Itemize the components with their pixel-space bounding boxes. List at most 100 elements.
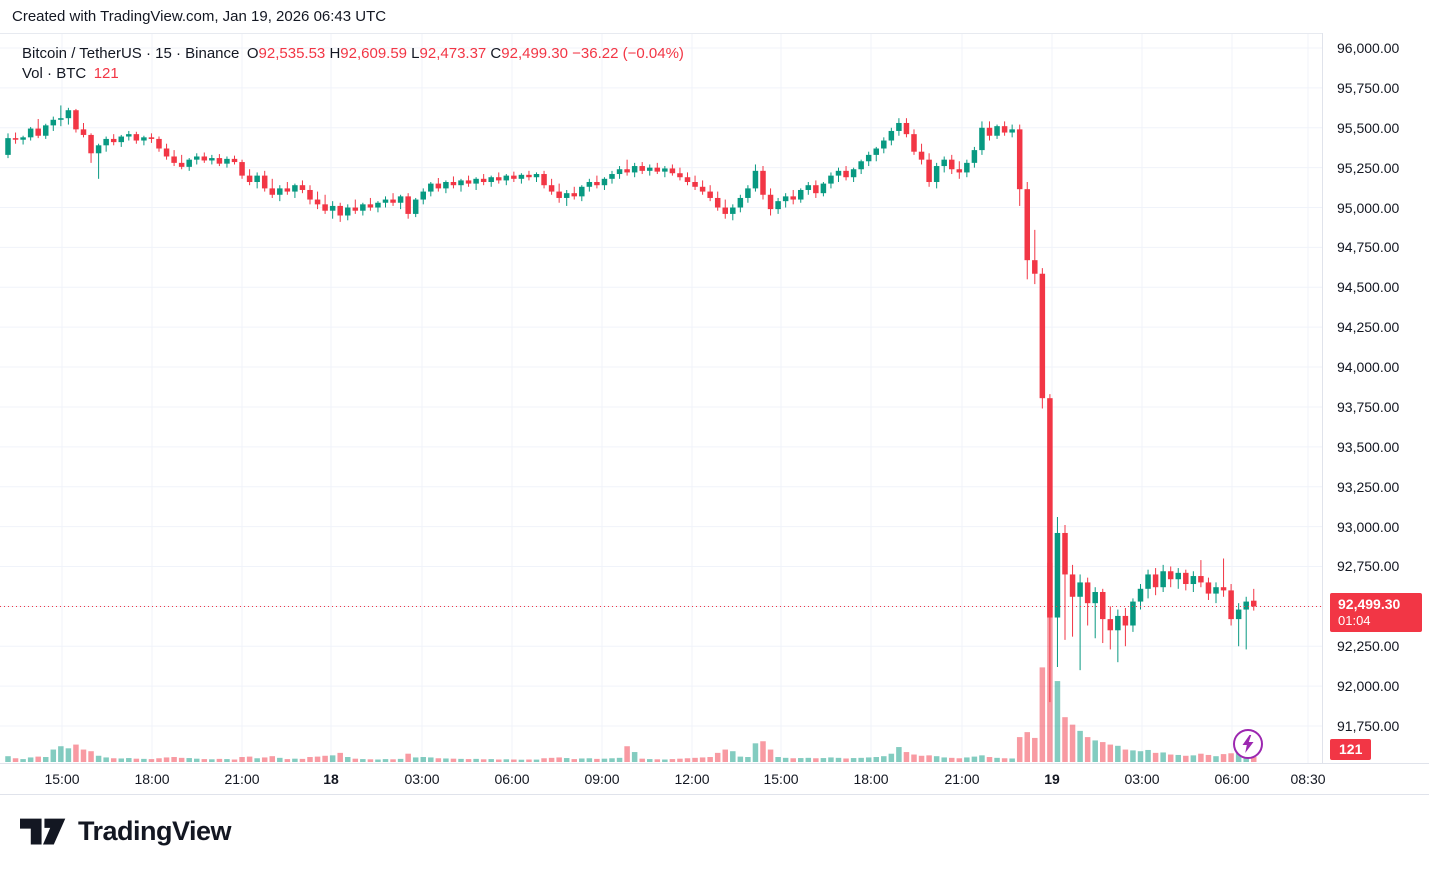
volume-bar <box>420 757 426 762</box>
volume-bar <box>858 757 864 762</box>
volume-bar <box>631 752 638 762</box>
volume-bar <box>579 758 585 762</box>
candle-body <box>624 169 630 173</box>
candle-body <box>292 185 298 192</box>
volume-bar <box>760 741 766 762</box>
volume-bar <box>926 755 932 762</box>
candle-body <box>488 177 494 183</box>
volume-bar <box>458 758 464 762</box>
candle-body <box>141 137 147 141</box>
price-axis-label: 94,250.00 <box>1337 319 1400 336</box>
legend-volume-line[interactable]: Vol · BTC 121 <box>22 64 684 84</box>
candle-body <box>775 201 781 210</box>
candle-body <box>95 145 102 154</box>
price-axis-label: 92,750.00 <box>1337 558 1400 575</box>
price-axis-label: 93,000.00 <box>1337 518 1400 535</box>
volume-tag: 121 <box>1330 739 1372 760</box>
candle-body <box>752 170 759 189</box>
candle-body <box>669 168 676 174</box>
time-axis-label: 15:00 <box>763 771 799 787</box>
volume-bar <box>110 758 117 762</box>
candle-body <box>647 167 653 171</box>
candle-body <box>420 191 426 200</box>
candle-body <box>956 169 963 173</box>
volume-bar <box>1137 751 1144 762</box>
price-axis-label: 93,250.00 <box>1337 478 1400 495</box>
candle-body <box>480 178 487 183</box>
candle-body <box>178 162 185 167</box>
volume-bar <box>178 757 185 762</box>
instant-trading-button[interactable] <box>1233 729 1263 759</box>
volume-bar <box>692 757 698 762</box>
candle-body <box>511 175 517 179</box>
candle-body <box>609 174 615 179</box>
volume-bar <box>118 758 124 762</box>
candle-body <box>541 174 547 186</box>
bar-countdown: 01:04 <box>1338 613 1371 629</box>
price-axis[interactable]: 92,499.30 01:04 121 96,000.00 95,750.00 95… <box>1322 33 1429 793</box>
volume-bar <box>775 757 781 762</box>
legend-symbol-ohlc-line[interactable]: Bitcoin / TetherUS · 15 · Binance O92,53… <box>22 44 684 64</box>
volume-bar <box>382 759 389 762</box>
candle-body <box>964 162 970 173</box>
candle-body <box>865 154 872 162</box>
volume-bar <box>1160 752 1166 762</box>
time-axis[interactable]: 15:00 18:00 21:00 18 03:00 06:00 09:00 12:00 15:… <box>0 763 1429 795</box>
volume-bar <box>488 759 494 762</box>
candle-body <box>118 136 124 143</box>
candle-body <box>284 188 291 192</box>
candle-body <box>654 167 661 172</box>
volume-bar <box>979 755 985 762</box>
volume-bar <box>971 756 978 762</box>
volume-bar <box>73 744 79 762</box>
candle-body <box>186 159 192 167</box>
candle-body <box>216 158 223 164</box>
candle-body <box>209 158 215 161</box>
volume-bar <box>896 747 902 762</box>
volume-bar <box>1183 755 1189 762</box>
volume-bar <box>20 759 26 762</box>
volume-bar <box>216 758 223 762</box>
candle-body <box>745 188 751 198</box>
volume-bar <box>390 759 396 762</box>
candle-body <box>307 189 313 200</box>
volume-bar <box>231 759 238 762</box>
price-axis-label: 95,750.00 <box>1337 79 1400 96</box>
candle-body <box>224 158 230 164</box>
candle-body <box>194 156 200 160</box>
candle-body <box>1251 600 1257 607</box>
footer-brand[interactable]: TradingView <box>20 816 232 847</box>
candle-body <box>918 151 925 160</box>
volume-bar <box>865 757 872 762</box>
volume-bar <box>526 759 532 762</box>
volume-bar <box>1062 717 1068 762</box>
volume-bar <box>956 758 963 762</box>
candle-body <box>1213 587 1219 594</box>
candle-body <box>50 119 57 126</box>
chart-legend[interactable]: Bitcoin / TetherUS · 15 · Binance O92,53… <box>22 44 684 84</box>
volume-bar <box>707 757 713 762</box>
volume-bar <box>186 758 192 762</box>
candle-body <box>443 182 449 189</box>
volume-bar <box>201 759 208 762</box>
candle-body <box>43 125 49 136</box>
tradingview-logo-mark <box>20 818 66 845</box>
candle-body <box>231 158 238 163</box>
candle-body <box>473 178 479 184</box>
volume-bar <box>624 746 630 762</box>
volume-bar <box>194 758 200 762</box>
candle-body <box>1009 129 1015 133</box>
volume-bar <box>473 758 479 762</box>
candle-body <box>314 199 321 205</box>
price-axis-label: 94,000.00 <box>1337 359 1400 376</box>
legend-segment <box>86 65 94 82</box>
volume-bar <box>609 758 615 762</box>
volume-bar <box>503 759 510 762</box>
price-axis-label: 91,750.00 <box>1337 718 1400 734</box>
candle-body <box>382 199 389 203</box>
volume-bar <box>556 757 562 762</box>
volume-bar <box>156 758 162 762</box>
candle-body <box>949 159 955 170</box>
candle-body <box>926 159 932 183</box>
